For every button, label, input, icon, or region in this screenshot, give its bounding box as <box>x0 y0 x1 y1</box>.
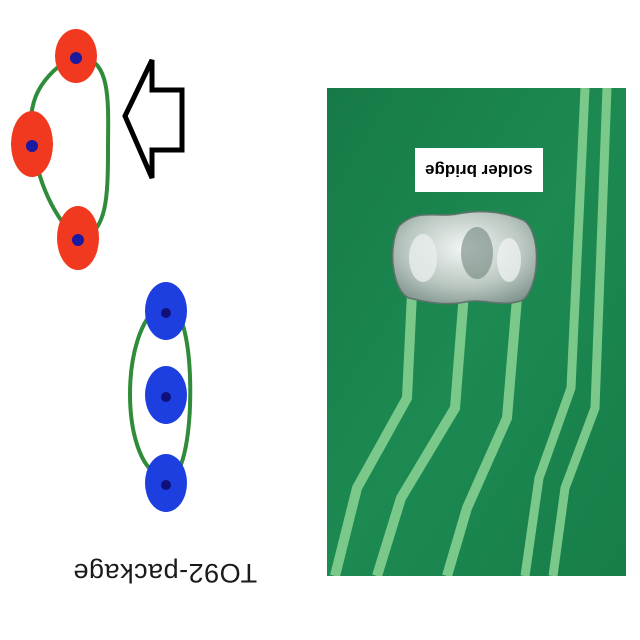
pad-hole <box>161 480 171 490</box>
solder-shadow <box>461 227 493 279</box>
pad-hole <box>161 392 171 402</box>
package-label: TO92-package <box>72 557 258 588</box>
schematic-diagram <box>11 29 193 512</box>
pad-hole <box>161 308 171 318</box>
pad-hole <box>72 234 84 246</box>
board-trace <box>442 297 522 576</box>
solder-highlight <box>409 234 437 282</box>
trace-right <box>83 56 111 240</box>
board-trace <box>372 292 469 576</box>
board-trace <box>548 88 612 576</box>
pad-hole <box>26 140 38 152</box>
arrow-outline-icon <box>122 58 185 179</box>
solder-bridge-label: solder bridge <box>415 148 543 192</box>
pad-hole <box>70 52 82 64</box>
to92-footprint <box>128 282 193 512</box>
solder-highlight <box>497 238 521 282</box>
board-trace <box>520 88 590 576</box>
defective-footprint <box>11 29 111 270</box>
board-trace <box>330 292 417 576</box>
pcb-photo <box>327 88 626 576</box>
